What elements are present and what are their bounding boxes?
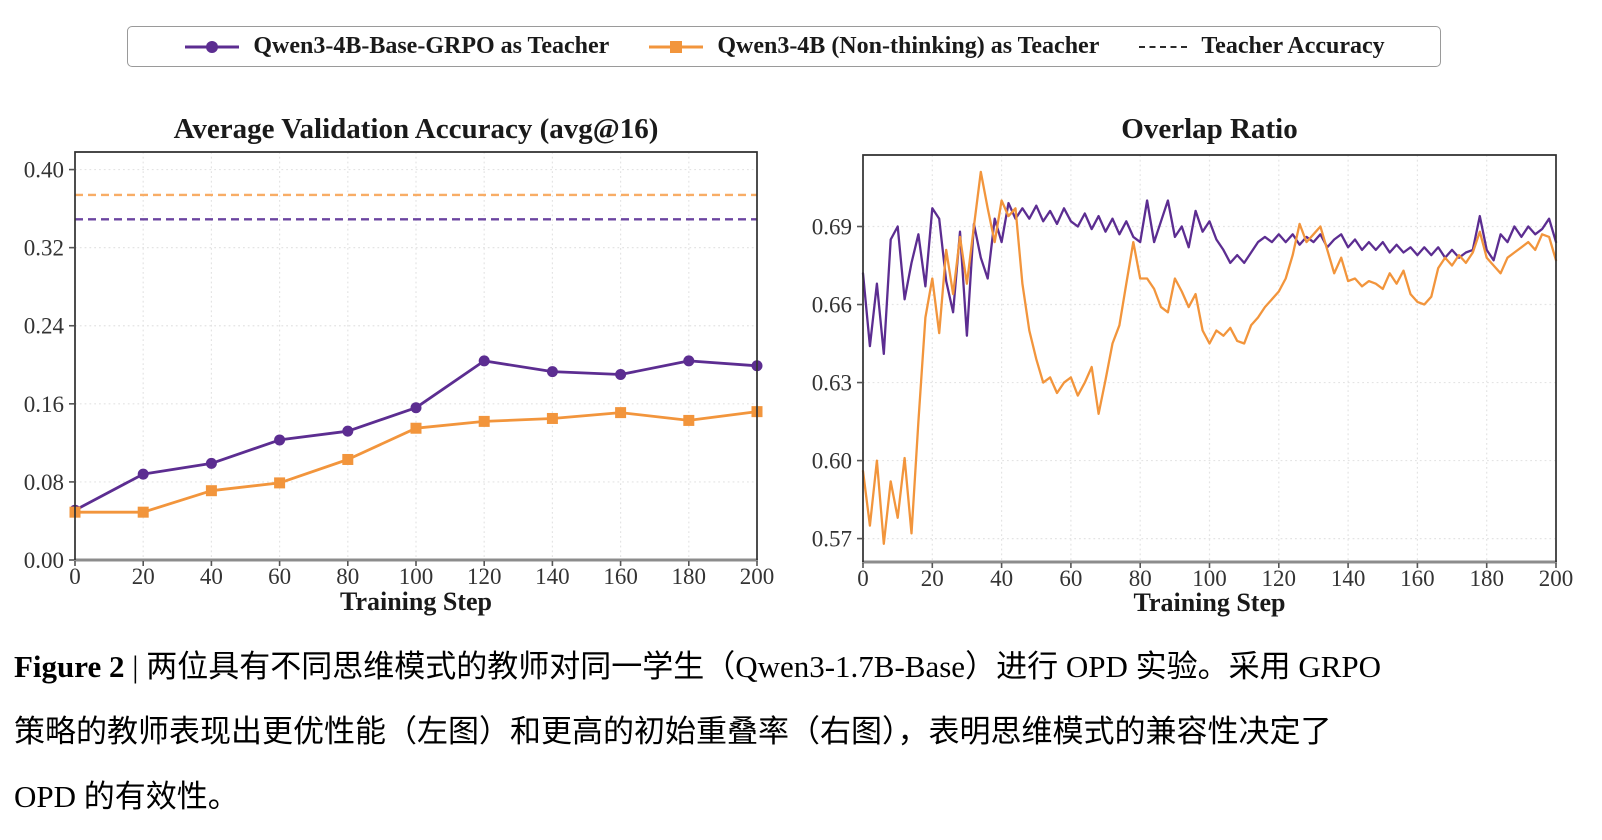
legend-label-nonthinking-teacher: Qwen3-4B (Non-thinking) as Teacher — [717, 33, 1100, 59]
figure-label: Figure 2 — [14, 649, 125, 684]
svg-text:0.66: 0.66 — [812, 293, 852, 318]
svg-text:Overlap Ratio: Overlap Ratio — [1121, 113, 1297, 145]
svg-text:80: 80 — [1129, 566, 1152, 591]
svg-text:180: 180 — [672, 564, 707, 589]
legend-item-nonthinking-teacher: Qwen3-4B (Non-thinking) as Teacher — [647, 33, 1099, 60]
svg-text:Average Validation Accuracy (a: Average Validation Accuracy (avg@16) — [174, 113, 659, 145]
caption-line-3: OPD 的有效性。 — [14, 779, 239, 814]
svg-text:0: 0 — [857, 566, 869, 591]
caption-text-line1: | 两位具有不同思维模式的教师对同一学生（Qwen3-1.7B-Base）进行 … — [124, 649, 1382, 684]
legend-item-grpo-teacher: Qwen3-4B-Base-GRPO as Teacher — [183, 33, 609, 60]
svg-text:20: 20 — [132, 564, 155, 589]
svg-text:0.63: 0.63 — [812, 371, 852, 396]
svg-text:0: 0 — [69, 564, 81, 589]
svg-text:0.60: 0.60 — [812, 449, 852, 474]
svg-text:140: 140 — [535, 564, 570, 589]
svg-text:0.24: 0.24 — [24, 314, 65, 339]
svg-text:0.57: 0.57 — [812, 527, 852, 552]
legend-label-grpo-teacher: Qwen3-4B-Base-GRPO as Teacher — [253, 33, 610, 59]
svg-text:60: 60 — [1059, 566, 1082, 591]
validation-accuracy-chart: 0 20 40 60 80 100 120 140 160 180 200 0.00 0.08 0.16 0… — [24, 113, 775, 616]
svg-text:180: 180 — [1469, 566, 1504, 591]
svg-text:0.40: 0.40 — [24, 158, 64, 183]
svg-text:0.08: 0.08 — [24, 470, 64, 495]
svg-text:80: 80 — [336, 564, 359, 589]
dashed-line-icon — [1139, 45, 1188, 48]
svg-text:40: 40 — [990, 566, 1013, 591]
svg-text:Training Step: Training Step — [1134, 588, 1286, 617]
svg-text:0.69: 0.69 — [812, 215, 852, 240]
svg-text:0.32: 0.32 — [24, 236, 64, 261]
svg-text:20: 20 — [921, 566, 944, 591]
svg-text:120: 120 — [1262, 566, 1297, 591]
figure-caption: Figure 2 | 两位具有不同思维模式的教师对同一学生（Qwen3-1.7B… — [14, 634, 1588, 829]
svg-text:100: 100 — [399, 564, 434, 589]
legend: Qwen3-4B-Base-GRPO as Teacher Qwen3-4B (… — [127, 26, 1441, 67]
caption-line-1: Figure 2 | 两位具有不同思维模式的教师对同一学生（Qwen3-1.7B… — [14, 634, 1588, 699]
legend-item-teacher-accuracy: Teacher Accuracy — [1137, 33, 1385, 60]
legend-label-teacher-accuracy: Teacher Accuracy — [1201, 33, 1385, 59]
caption-line-2: 策略的教师表现出更优性能（左图）和更高的初始重叠率（右图），表明思维模式的兼容性… — [14, 714, 1332, 749]
svg-text:200: 200 — [1539, 566, 1574, 591]
svg-text:140: 140 — [1331, 566, 1366, 591]
svg-text:100: 100 — [1192, 566, 1227, 591]
svg-text:160: 160 — [603, 564, 638, 589]
svg-text:40: 40 — [200, 564, 223, 589]
svg-text:Training Step: Training Step — [340, 587, 492, 616]
line-square-marker-icon — [649, 40, 704, 53]
overlap-ratio-chart: 0 20 40 60 80 100 120 140 160 180 200 0.57 0.60 0.63 0… — [812, 113, 1574, 617]
svg-text:0.00: 0.00 — [24, 548, 64, 573]
svg-text:200: 200 — [740, 564, 775, 589]
svg-text:0.16: 0.16 — [24, 392, 64, 417]
svg-text:160: 160 — [1400, 566, 1435, 591]
svg-text:120: 120 — [467, 564, 502, 589]
line-circle-marker-icon — [185, 40, 240, 53]
svg-text:60: 60 — [268, 564, 291, 589]
